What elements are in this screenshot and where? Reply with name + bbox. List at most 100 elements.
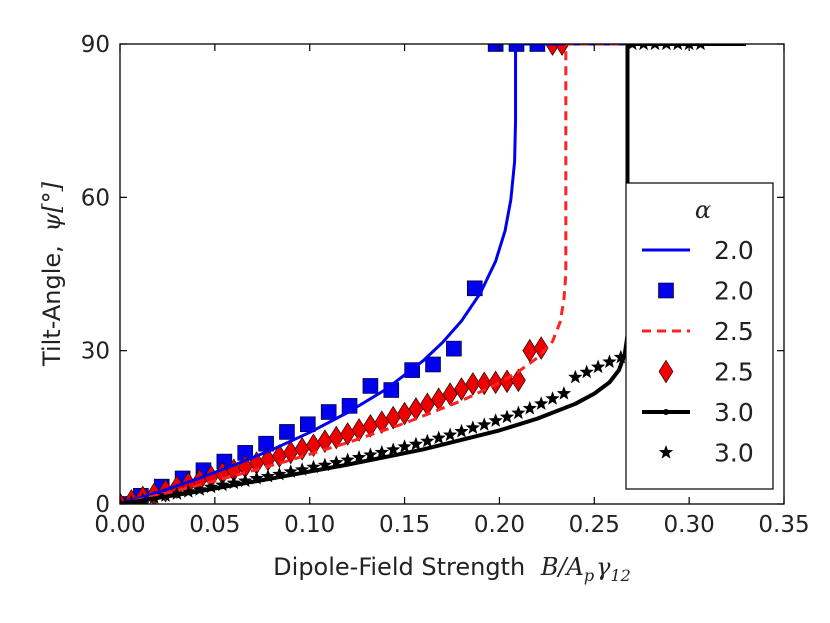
data-point-square [362, 378, 379, 394]
data-point-star [386, 442, 401, 456]
legend-entry: 2.5 [642, 317, 754, 346]
data-point-star [260, 468, 276, 483]
data-point-star [351, 449, 367, 464]
data-point-star [499, 409, 515, 424]
data-point-star [272, 466, 287, 481]
data-point-diamond [545, 44, 560, 56]
legend-entries: 2.0 2.0 2.5 2.5 3.0 3.0 [642, 236, 754, 468]
x-axis-title-sub1: p [584, 566, 594, 585]
series-line-2-0 [120, 44, 747, 504]
legend-marker-swatch [658, 445, 674, 459]
data-point-star [408, 436, 424, 451]
legend: α 2.0 2.0 2.5 2.5 3.0 3.0 [625, 182, 774, 490]
data-point-diamond [511, 368, 526, 393]
data-point-star [420, 433, 435, 448]
y-tick-label: 30 [81, 339, 110, 365]
data-point-star [306, 459, 321, 474]
data-point-diamond [442, 382, 458, 406]
data-point-star [363, 447, 378, 461]
x-tick-label: 0.05 [189, 512, 240, 538]
legend-entry: 2.0 [642, 236, 754, 265]
legend-entry: 2.0 [658, 277, 754, 306]
x-tick-label: 0.20 [474, 512, 525, 538]
data-point-star [579, 364, 594, 379]
data-point-star [545, 391, 560, 405]
x-axis-title: Dipole-Field Strength B/Apγ12 [273, 553, 631, 585]
data-point-diamond [533, 336, 549, 360]
data-point-diamond [476, 371, 492, 396]
x-axis-title-sub2: 12 [610, 566, 630, 585]
x-axis-title-gamma: γ [596, 553, 611, 581]
y-tick-label: 60 [81, 185, 110, 211]
y-tick-label: 90 [81, 32, 110, 58]
data-point-star [511, 405, 526, 420]
data-point-star [249, 470, 264, 485]
data-point-diamond [454, 377, 469, 401]
data-point-square [446, 340, 462, 357]
plot-frame [119, 43, 785, 505]
x-tick-label: 0.25 [569, 512, 620, 538]
data-point-star [522, 400, 537, 415]
data-point-diamond [465, 372, 481, 396]
data-point-star [283, 464, 298, 478]
x-tick-label: 0.00 [94, 512, 145, 538]
legend-dot-swatch [663, 409, 669, 415]
data-point-square [279, 424, 295, 440]
y-tick-label: 0 [95, 492, 110, 518]
legend-marker-swatch [658, 359, 674, 384]
x-axis-title-math: B/A [540, 553, 584, 581]
legend-marker-swatch [658, 282, 674, 299]
legend-label: 2.0 [714, 277, 754, 306]
legend-entry: 2.5 [658, 358, 754, 387]
series-line-2-5 [120, 44, 747, 504]
legend-label: 2.5 [714, 317, 754, 346]
legend-label: 2.5 [714, 358, 754, 387]
y-axis-title-text: Tilt-Angle, [38, 245, 66, 367]
data-point-star [192, 482, 207, 496]
data-point-star [488, 413, 503, 427]
data-point-star [431, 430, 446, 445]
x-tick-label: 0.30 [664, 512, 715, 538]
data-point-star [465, 420, 480, 434]
data-point-star [590, 359, 606, 374]
data-point-star [602, 354, 617, 368]
y-axis-title-math: ψ[°] [38, 181, 66, 231]
data-point-star [294, 462, 310, 476]
data-point-star [613, 349, 628, 364]
legend-label: 3.0 [714, 398, 754, 427]
data-point-star [215, 477, 230, 492]
data-point-star [374, 444, 389, 459]
data-point-star [317, 457, 333, 472]
legend-box [625, 182, 774, 490]
data-point-star [226, 475, 241, 490]
data-point-star [238, 473, 253, 488]
legend-title: α [695, 196, 711, 224]
data-point-star [340, 452, 355, 467]
y-axis-title: Tilt-Angle, ψ[°] [38, 181, 66, 367]
data-point-square [320, 404, 337, 420]
axis-ticks: 0.00 0.05 0.10 0.15 0.20 0.25 0.30 0.35 0 30 60 90 [81, 32, 810, 538]
data-point-diamond [488, 370, 504, 395]
data-point-square [425, 356, 441, 373]
legend-entry: 3.0 [642, 398, 754, 427]
data-point-star [477, 417, 492, 431]
legend-entry: 3.0 [658, 439, 754, 468]
data-point-square [487, 44, 504, 52]
data-point-star [442, 427, 458, 442]
x-axis-title-text: Dipole-Field Strength [273, 553, 525, 581]
data-point-star [568, 369, 583, 384]
data-point-diamond [554, 44, 570, 56]
data-point-square [529, 44, 546, 52]
data-point-star [556, 386, 572, 400]
data-point-star [203, 479, 219, 494]
legend-label: 2.0 [714, 236, 754, 265]
legend-label: 3.0 [714, 439, 754, 468]
x-tick-label: 0.10 [284, 512, 335, 538]
data-point-star [397, 439, 412, 453]
data-point-star [454, 423, 469, 438]
data-point-star [329, 455, 344, 469]
x-tick-label: 0.15 [379, 512, 430, 538]
plot-area [120, 44, 747, 504]
x-tick-label: 0.35 [758, 512, 809, 538]
